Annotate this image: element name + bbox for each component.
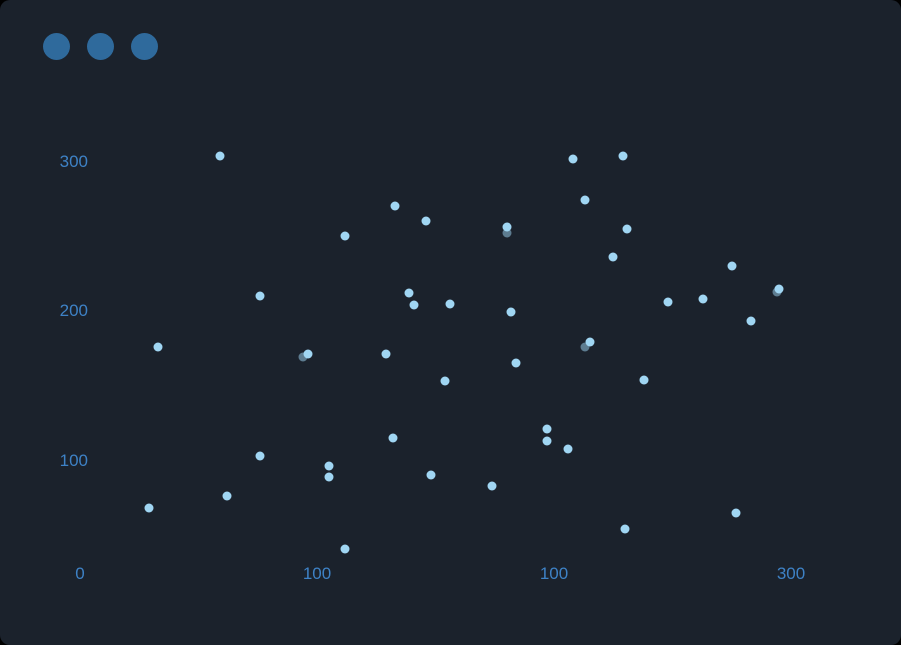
scatter-point: [324, 461, 334, 471]
window-control-dot-1[interactable]: [43, 33, 70, 60]
scatter-point: [426, 470, 436, 480]
window-control-dot-3[interactable]: [131, 33, 158, 60]
scatter-point: [698, 294, 708, 304]
scatter-point: [298, 352, 308, 362]
scatter-point: [585, 337, 595, 347]
scatter-point: [568, 154, 578, 163]
scatter-point: [580, 195, 590, 205]
scatter-point: [542, 436, 552, 446]
scatter-point: [440, 376, 450, 386]
scatter-point: [542, 424, 552, 434]
scatter-point: [580, 342, 590, 352]
scatter-point: [663, 297, 673, 307]
y-axis-tick-label: 200: [59, 301, 88, 320]
window-control-dot-2[interactable]: [87, 33, 114, 60]
scatter-point: [303, 349, 313, 359]
scatter-point: [421, 216, 431, 226]
scatter-point: [255, 291, 265, 301]
scatter-point: [618, 151, 628, 161]
titlebar: [43, 33, 158, 60]
scatter-point: [727, 261, 737, 271]
x-axis-tick-label: 300: [776, 564, 806, 583]
scatter-point: [639, 375, 649, 385]
scatter-point: [390, 201, 400, 211]
scatter-point: [608, 252, 618, 262]
scatter-point: [506, 307, 516, 317]
scatter-point: [563, 444, 573, 454]
scatter-point: [774, 284, 784, 294]
scatter-point: [511, 358, 521, 368]
y-axis-tick-label: 100: [59, 450, 88, 470]
scatter-point: [404, 288, 414, 298]
scatter-point: [622, 224, 632, 234]
scatter-point: [502, 228, 512, 238]
x-axis-tick-label: 100: [539, 564, 569, 583]
scatter-point: [340, 231, 350, 241]
x-axis-tick-label: 0: [75, 564, 85, 583]
y-axis-tick-label: 300: [59, 151, 88, 171]
scatter-point: [153, 342, 163, 352]
x-axis-tick-label: 100: [302, 564, 332, 583]
scatter-point: [324, 472, 334, 482]
scatter-point: [340, 544, 350, 554]
scatter-point: [746, 316, 756, 326]
scatter-point: [409, 300, 419, 310]
scatter-point: [144, 503, 154, 513]
scatter-point: [620, 524, 630, 534]
scatter-point: [388, 433, 398, 443]
scatter-point: [255, 451, 265, 461]
scatter-point: [502, 222, 512, 232]
scatter-point: [215, 151, 225, 161]
scatter-point: [381, 349, 391, 359]
scatter-point: [731, 508, 741, 518]
scatter-point: [487, 481, 497, 491]
scatter-point: [445, 299, 455, 309]
scatter-point: [222, 491, 232, 501]
